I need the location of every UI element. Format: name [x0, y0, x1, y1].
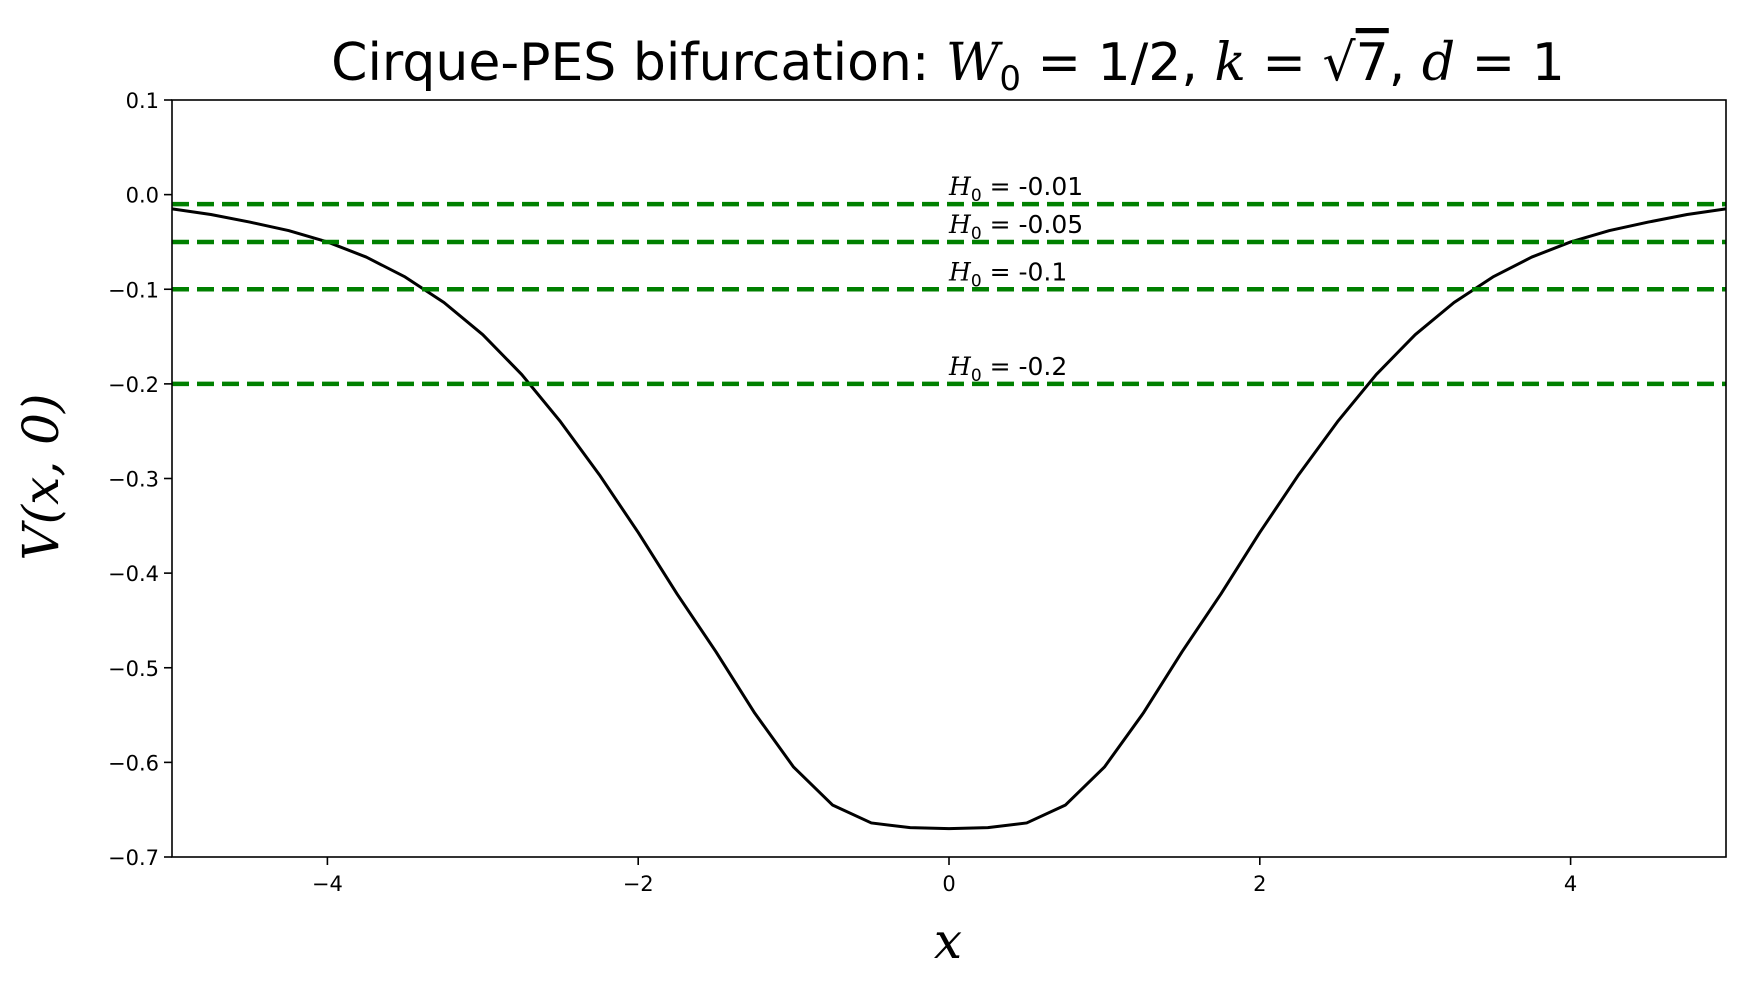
title-separator: ,: [1389, 33, 1422, 93]
title-k-equals: =: [1246, 33, 1323, 93]
energy-line-label-equals: =: [982, 352, 1019, 381]
energy-line-label-2: H0 = -0.1: [948, 257, 1067, 291]
y-tick-label-8: −0.7: [108, 846, 159, 870]
energy-line-label-equals: =: [982, 210, 1019, 239]
y-tick-label-3: −0.2: [108, 373, 159, 397]
energy-line-label-equals: =: [982, 172, 1019, 201]
y-tick-label-0: 0.1: [126, 89, 159, 113]
title-w-symbol: W: [946, 33, 1003, 93]
title-sqrt-sign: √: [1323, 33, 1357, 93]
x-tick-label-4: 4: [1564, 872, 1577, 896]
y-axis-label: V(x, 0): [12, 394, 70, 561]
x-tick-label-3: 2: [1253, 872, 1266, 896]
title-k-symbol: k: [1214, 33, 1246, 93]
y-tick-label-6: −0.5: [108, 657, 159, 681]
title-w-value: = 1/2,: [1021, 33, 1214, 93]
x-tick-label-0: −4: [312, 872, 343, 896]
title-w-subscript: 0: [999, 59, 1021, 99]
potential-curve: [172, 207, 1726, 831]
y-tick-label-5: −0.4: [108, 562, 159, 586]
energy-line-label-subscript: 0: [971, 186, 982, 206]
energy-line-label-subscript: 0: [971, 271, 982, 291]
energy-line-label-symbol: H: [948, 257, 972, 286]
energy-line-label-value: -0.1: [1018, 257, 1067, 286]
energy-line-label-value: -0.01: [1018, 172, 1083, 201]
energy-line-label-0: H0 = -0.01: [948, 172, 1083, 206]
y-tick-label-1: 0.0: [126, 184, 159, 208]
x-tick-label-2: 0: [942, 872, 955, 896]
y-tick-label-4: −0.3: [108, 468, 159, 492]
energy-line-label-symbol: H: [948, 172, 972, 201]
energy-line-label-subscript: 0: [971, 224, 982, 244]
title-d-symbol: d: [1422, 33, 1455, 93]
title-prefix: Cirque-PES bifurcation:: [331, 33, 946, 93]
energy-line-label-symbol: H: [948, 352, 972, 381]
chart-title: Cirque-PES bifurcation: W0 = 1/2, k = √7…: [331, 33, 1565, 99]
energy-line-label-1: H0 = -0.05: [948, 210, 1083, 244]
y-tick-label-2: −0.1: [108, 278, 159, 302]
x-axis-label: x: [934, 912, 962, 970]
energy-line-label-3: H0 = -0.2: [948, 352, 1067, 386]
energy-line-label-subscript: 0: [971, 366, 982, 386]
energy-line-label-value: -0.2: [1018, 352, 1067, 381]
energy-line-label-equals: =: [982, 257, 1019, 286]
energy-line-label-value: -0.05: [1018, 210, 1083, 239]
y-tick-label-7: −0.6: [108, 751, 159, 775]
x-tick-label-1: −2: [623, 872, 654, 896]
title-k-radicand: 7: [1356, 33, 1389, 93]
title-d-value: = 1: [1455, 33, 1565, 93]
energy-line-label-symbol: H: [948, 210, 972, 239]
